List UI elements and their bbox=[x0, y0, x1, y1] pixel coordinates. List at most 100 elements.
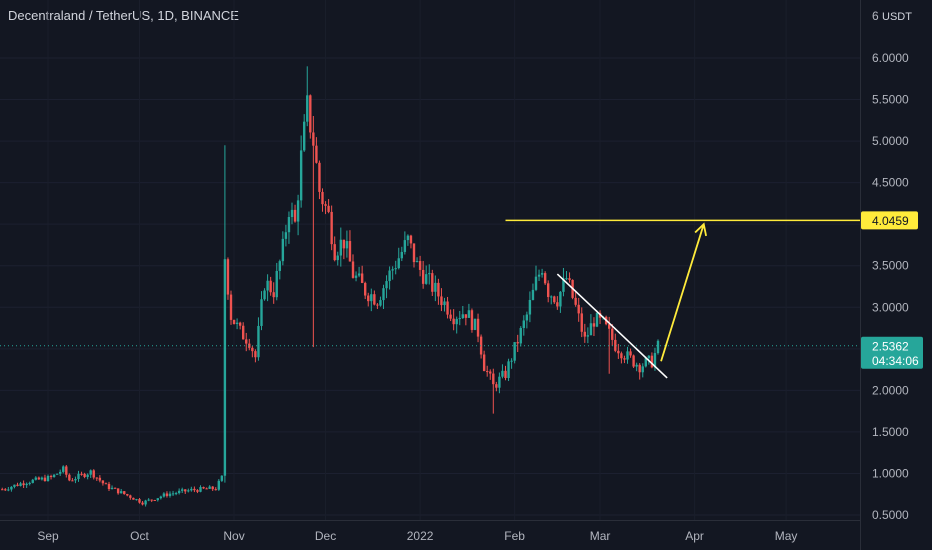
candle-body bbox=[403, 240, 407, 252]
candle-body bbox=[379, 300, 382, 306]
target-price-tag[interactable] bbox=[861, 211, 918, 230]
candle-body bbox=[391, 269, 394, 271]
candle-body bbox=[543, 273, 547, 284]
candle-body bbox=[367, 295, 370, 302]
candle-body bbox=[400, 251, 403, 259]
candle-body bbox=[257, 325, 260, 358]
candle-body bbox=[550, 296, 553, 298]
candle-body bbox=[516, 342, 519, 344]
price-axis[interactable]: 6.00005.50005.00004.50004.00003.50003.00… bbox=[861, 9, 923, 522]
candle-body bbox=[174, 493, 178, 495]
candle-body bbox=[71, 480, 74, 482]
candle-body bbox=[617, 350, 620, 354]
candle-body bbox=[59, 471, 62, 474]
candle-body bbox=[156, 498, 159, 501]
price-axis-divider bbox=[860, 0, 861, 550]
candle-body bbox=[193, 488, 196, 491]
x-tick-label: Mar bbox=[590, 529, 611, 543]
candle-body bbox=[565, 278, 568, 280]
candle-body bbox=[495, 384, 498, 388]
candle-body bbox=[223, 259, 227, 476]
y-tick-label: 3.5000 bbox=[872, 259, 909, 273]
candle-body bbox=[196, 490, 199, 492]
candle-body bbox=[138, 499, 141, 503]
candle-body bbox=[327, 205, 330, 212]
candle-body bbox=[537, 274, 541, 277]
candle-body bbox=[229, 294, 233, 320]
candle-body bbox=[220, 475, 224, 481]
candle-body bbox=[626, 351, 629, 360]
candle-body bbox=[110, 487, 114, 489]
y-tick-label: 2.0000 bbox=[872, 383, 909, 397]
candle-body bbox=[415, 261, 419, 263]
x-tick-label: Sep bbox=[37, 529, 59, 543]
candle-body bbox=[650, 355, 654, 368]
candle-body bbox=[431, 273, 434, 292]
candle-body bbox=[49, 475, 53, 478]
y-tick-label: 3.0000 bbox=[872, 300, 909, 314]
time-axis-divider bbox=[0, 520, 860, 521]
candle-body bbox=[528, 299, 532, 315]
candle-body bbox=[467, 310, 471, 318]
candle-body bbox=[65, 466, 68, 475]
candle-body bbox=[251, 347, 254, 352]
x-tick-label: May bbox=[775, 529, 798, 543]
candle-body bbox=[498, 376, 501, 388]
candle-body bbox=[153, 499, 156, 501]
x-tick-label: Nov bbox=[223, 529, 244, 543]
current-price-tag[interactable] bbox=[861, 336, 923, 369]
candle-body bbox=[354, 275, 358, 278]
candle-body bbox=[245, 339, 248, 344]
candle-body bbox=[165, 493, 169, 496]
candle-body bbox=[16, 484, 19, 486]
candle-body bbox=[101, 480, 105, 484]
candle-body bbox=[171, 493, 175, 495]
candle-body bbox=[479, 336, 483, 355]
candle-body bbox=[254, 351, 257, 358]
candle-body bbox=[385, 281, 388, 289]
candle-body bbox=[7, 489, 10, 491]
candle-body bbox=[199, 487, 202, 492]
candle-body bbox=[568, 278, 571, 280]
grid-lines bbox=[0, 57, 860, 516]
candle-body bbox=[351, 261, 355, 278]
candle-body bbox=[113, 487, 117, 489]
candle-body bbox=[531, 289, 535, 300]
candle-body bbox=[1, 489, 4, 491]
candle-body bbox=[28, 482, 31, 484]
time-axis[interactable]: Sep Oct Nov Dec 2022 Feb Mar Apr May bbox=[37, 529, 797, 543]
candle-body bbox=[556, 302, 559, 307]
candle-body bbox=[266, 280, 269, 291]
candle-body bbox=[434, 282, 437, 292]
candlestick-series bbox=[1, 66, 660, 507]
candle-body bbox=[217, 480, 220, 490]
candle-body bbox=[370, 294, 373, 302]
y-tick-label: 5.0000 bbox=[872, 134, 909, 148]
candle-body bbox=[272, 292, 275, 298]
candle-body bbox=[77, 473, 80, 480]
candle-body bbox=[238, 322, 242, 326]
candle-body bbox=[211, 486, 214, 490]
candle-body bbox=[574, 297, 577, 305]
candle-body bbox=[40, 477, 44, 480]
candle-body bbox=[168, 493, 172, 496]
candle-body bbox=[10, 486, 13, 490]
projection-arrow-head bbox=[694, 222, 707, 237]
candle-body bbox=[202, 487, 205, 489]
candle-body bbox=[324, 204, 327, 206]
candle-body bbox=[242, 325, 245, 340]
y-tick-label: 1.0000 bbox=[872, 466, 909, 480]
drawing-annotations bbox=[0, 219, 860, 379]
candle-body bbox=[248, 343, 251, 348]
candle-body bbox=[55, 473, 59, 475]
candle-body bbox=[52, 474, 56, 478]
candle-body bbox=[22, 483, 25, 486]
candle-body bbox=[458, 318, 461, 320]
candle-body bbox=[31, 479, 34, 483]
candle-body bbox=[89, 470, 92, 475]
candle-body bbox=[418, 261, 422, 270]
candle-body bbox=[455, 318, 458, 325]
candle-body bbox=[409, 235, 413, 244]
candle-body bbox=[92, 470, 95, 478]
